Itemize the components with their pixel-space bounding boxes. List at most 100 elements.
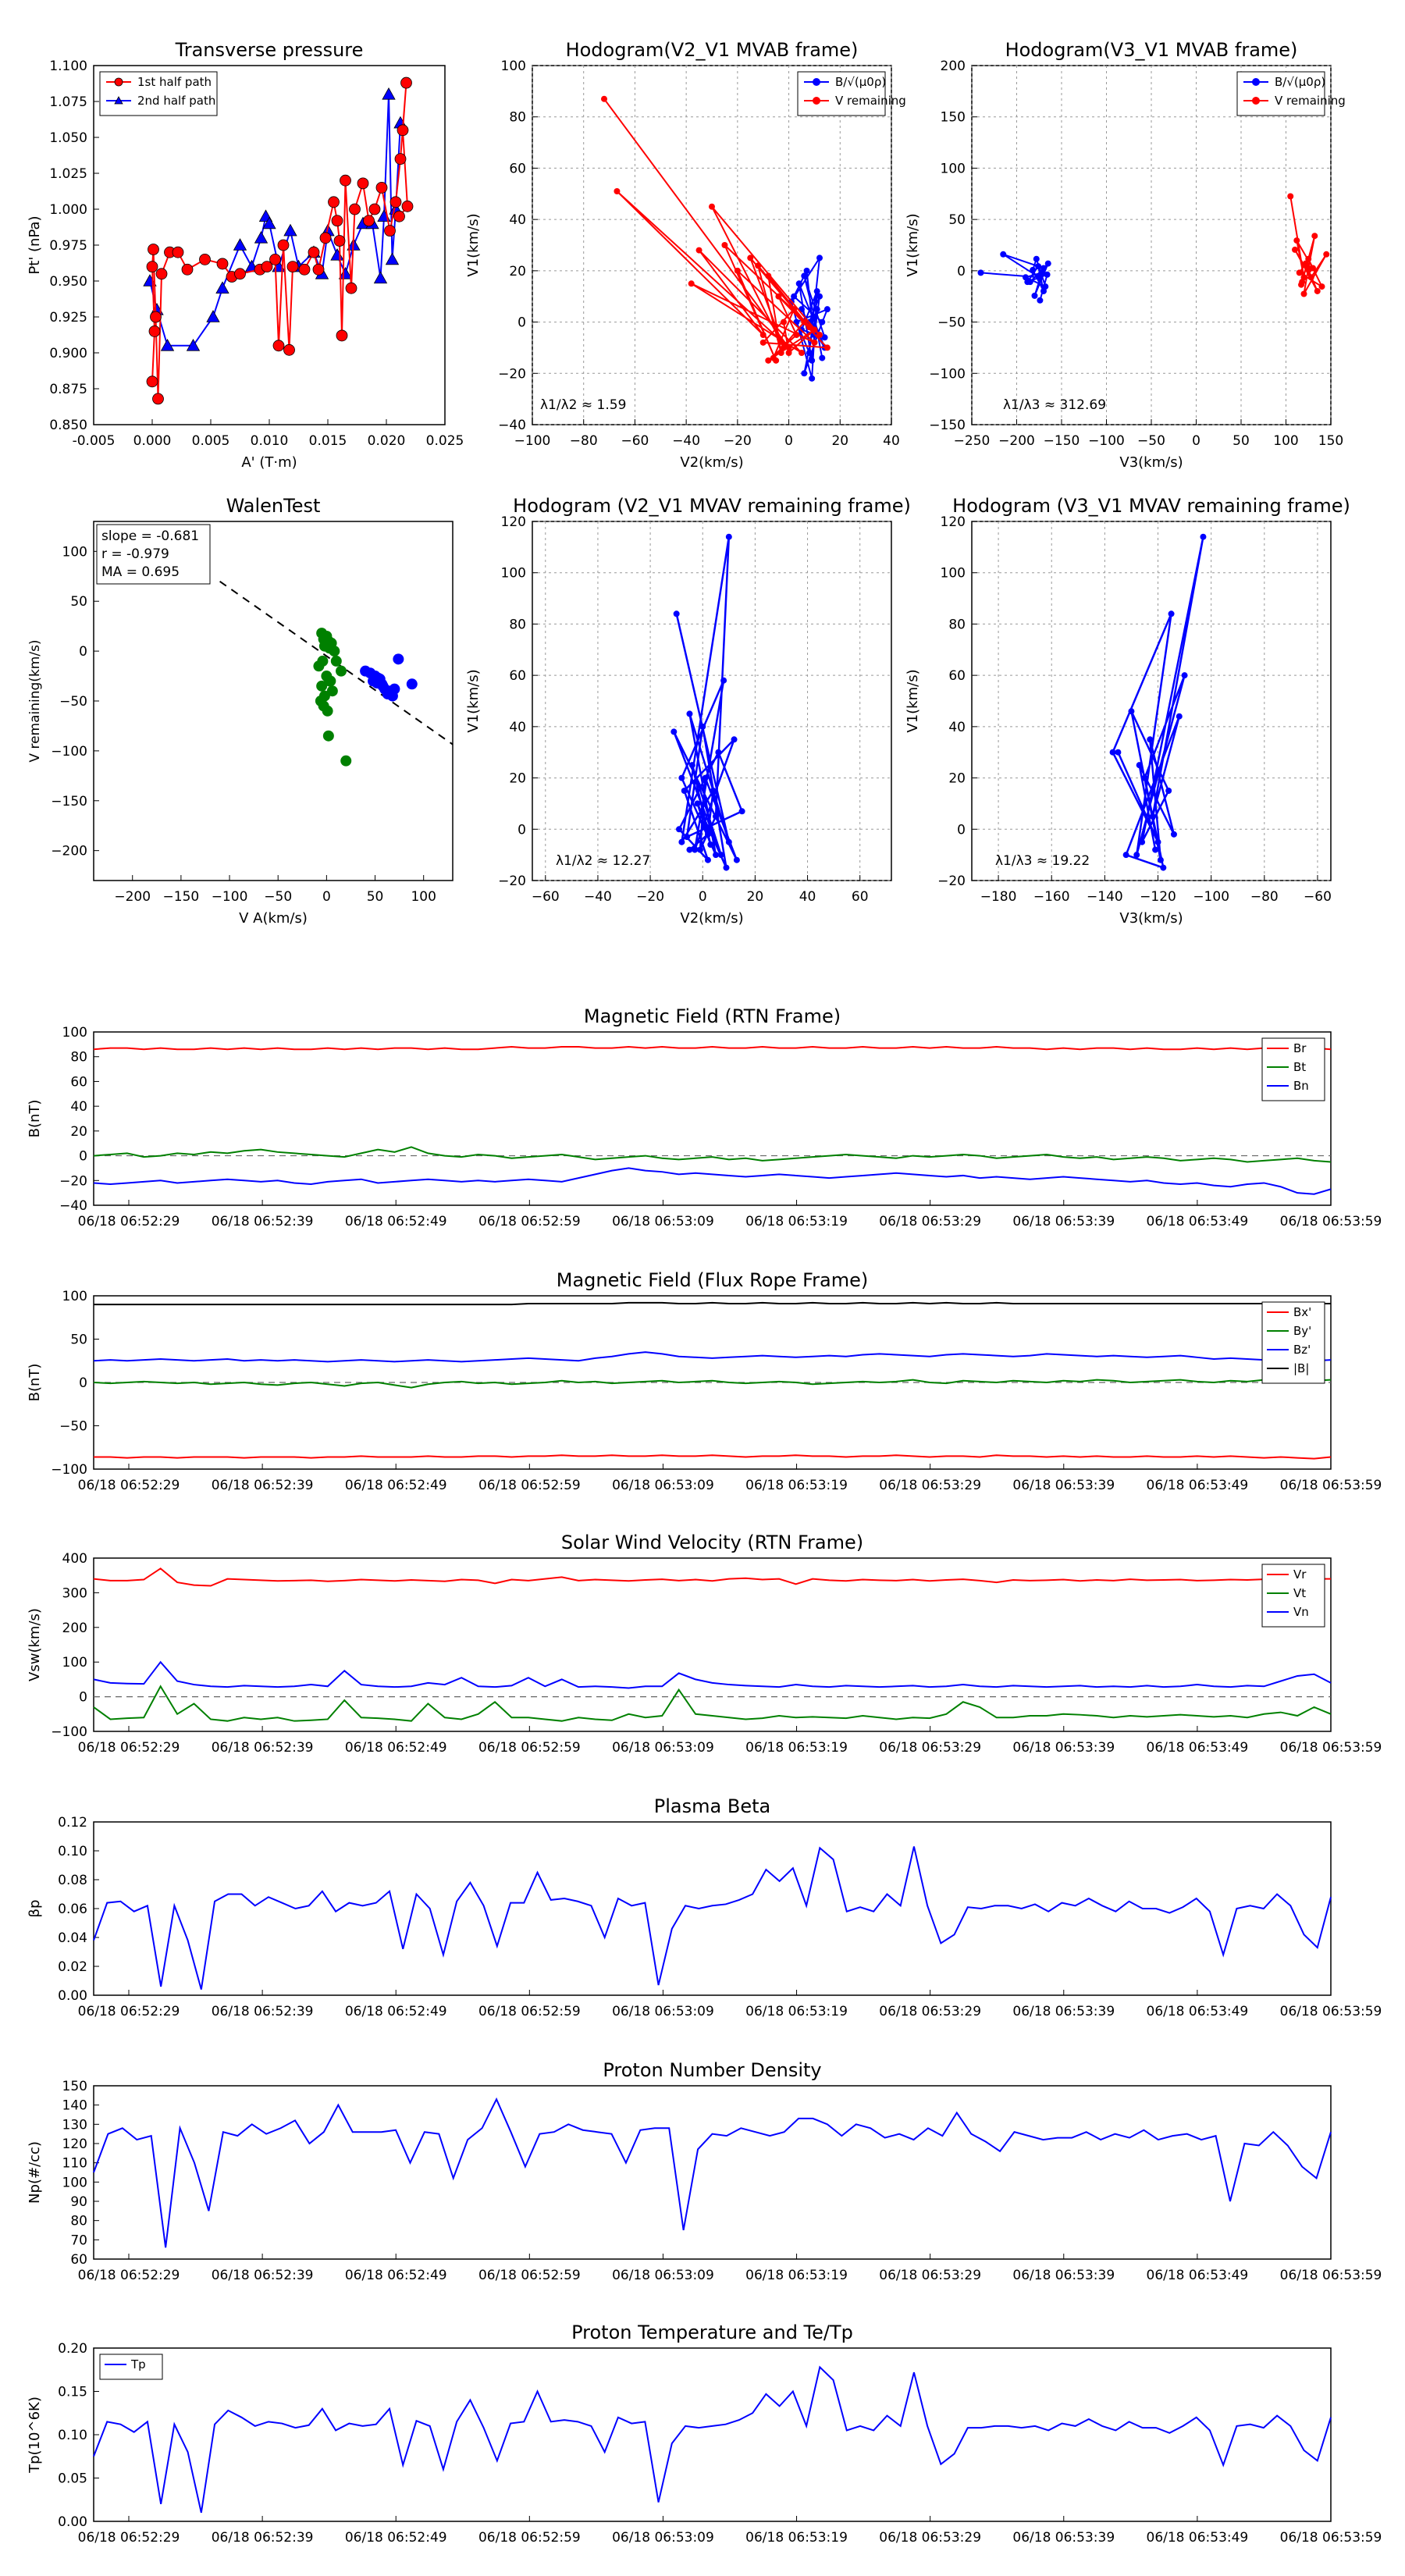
data-point: [382, 87, 396, 100]
data-point: [684, 834, 691, 841]
y-tick-label: −20: [498, 873, 526, 889]
y-tick-label: 0.10: [58, 2428, 87, 2443]
data-point: [1037, 297, 1044, 304]
y-tick-label: 120: [941, 514, 966, 530]
data-point: [791, 293, 798, 300]
y-tick-label: 100: [941, 566, 966, 582]
y-tick-label: 200: [941, 59, 966, 74]
data-point: [811, 339, 818, 346]
y-tick-label: −50: [59, 694, 87, 710]
data-point: [322, 705, 333, 717]
eigen-ratio-annotation: λ1/λ2 ≈ 12.27: [556, 853, 650, 869]
time-tick-label: 06/18 06:53:09: [612, 1740, 714, 1756]
x-tick-label: −120: [1140, 889, 1176, 905]
data-point: [1154, 838, 1161, 845]
time-tick-label: 06/18 06:53:49: [1147, 2530, 1249, 2546]
legend-label: Bx': [1293, 1305, 1311, 1319]
time-tick-label: 06/18 06:53:49: [1147, 2268, 1249, 2283]
x-tick-label: −150: [163, 889, 200, 905]
data-point: [150, 311, 162, 323]
series-line-by: [93, 1379, 1332, 1389]
time-tick-label: 06/18 06:53:39: [1012, 2004, 1115, 2019]
data-point: [286, 261, 299, 273]
data-point: [148, 325, 161, 337]
data-point: [806, 350, 813, 356]
time-tick-label: 06/18 06:53:19: [745, 2268, 848, 2283]
data-point: [601, 95, 607, 102]
legend-label: Bz': [1293, 1343, 1311, 1357]
y-tick-label: 20: [509, 771, 526, 787]
chart-title: Transverse pressure: [175, 39, 364, 61]
data-point: [181, 263, 194, 276]
legend-label: Vn: [1293, 1605, 1309, 1619]
data-point: [1296, 269, 1303, 276]
data-point: [324, 675, 336, 687]
x-tick-label: −100: [212, 889, 248, 905]
y-tick-label: 60: [70, 2252, 87, 2268]
y-tick-label: 20: [948, 771, 966, 787]
data-point: [1310, 265, 1316, 272]
data-point: [146, 261, 158, 273]
data-point: [1287, 193, 1294, 200]
y-axis-label: B(nT): [27, 1364, 43, 1402]
time-tick-label: 06/18 06:52:39: [212, 1740, 314, 1756]
data-point: [331, 215, 343, 227]
plot-frame: [532, 65, 892, 425]
data-point: [336, 665, 347, 677]
y-tick-label: −40: [59, 1198, 87, 1214]
y-tick-label: −20: [937, 873, 966, 889]
y-tick-label: 80: [509, 617, 526, 632]
data-point: [330, 248, 344, 261]
data-point: [1141, 774, 1148, 781]
y-tick-label: 200: [62, 1621, 87, 1636]
series-line-b: [94, 1301, 1331, 1306]
y-tick-label: −50: [937, 315, 966, 331]
data-point: [1024, 279, 1031, 286]
data-point: [1252, 97, 1260, 105]
data-point: [686, 710, 693, 717]
legend-label: 2nd half path: [137, 94, 215, 108]
data-point: [397, 124, 409, 137]
x-tick-label: 0.005: [192, 433, 230, 449]
y-tick-label: 40: [509, 720, 526, 735]
series-line-np: [93, 2097, 1332, 2248]
data-point: [1109, 749, 1116, 756]
x-tick-label: −60: [1304, 889, 1332, 905]
data-point: [172, 246, 184, 258]
x-axis-label: V2(km/s): [680, 910, 743, 927]
data-point: [676, 826, 683, 833]
data-point: [823, 344, 831, 351]
plot-frame: [93, 1557, 1332, 1732]
data-point: [686, 846, 693, 853]
time-tick-label: 06/18 06:53:09: [612, 1478, 714, 1493]
x-tick-label: 0: [322, 889, 331, 905]
y-tick-label: 0: [957, 822, 966, 838]
time-tick-label: 06/18 06:52:59: [478, 1214, 581, 1229]
data-point: [696, 846, 703, 853]
time-tick-label: 06/18 06:53:59: [1280, 2004, 1382, 2019]
y-tick-label: −40: [498, 418, 526, 433]
x-axis-label: V3(km/s): [1119, 910, 1183, 927]
data-point: [670, 728, 678, 735]
x-tick-label: −150: [1044, 433, 1080, 449]
chart-title: Proton Number Density: [603, 2059, 821, 2081]
legend-box: [1261, 1301, 1325, 1384]
legend-box: [797, 71, 886, 116]
data-point: [801, 370, 808, 377]
chart-title: Hodogram (V2_V1 MVAV remaining frame): [513, 495, 911, 517]
time-tick-label: 06/18 06:53:39: [1012, 2530, 1115, 2546]
y-tick-label: 20: [70, 1124, 87, 1140]
data-point: [389, 196, 402, 208]
data-point: [715, 749, 722, 756]
legend-box: [1236, 71, 1325, 116]
data-point: [206, 310, 220, 322]
data-point: [785, 350, 792, 356]
y-tick-label: −100: [929, 366, 966, 382]
data-point: [707, 841, 714, 848]
data-point: [819, 318, 826, 326]
data-point: [345, 282, 357, 294]
data-point: [688, 280, 695, 287]
x-tick-label: −200: [114, 889, 151, 905]
data-point: [330, 655, 342, 667]
data-point: [811, 326, 818, 333]
